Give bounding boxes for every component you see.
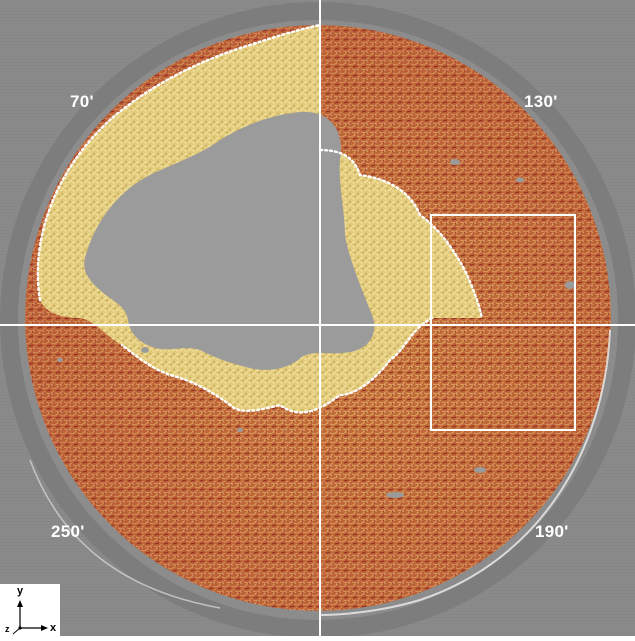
- axis-label-y: y: [17, 585, 24, 597]
- axis-indicator: y x z: [0, 584, 60, 636]
- axis-arrows-icon: [12, 600, 48, 635]
- axis-label-x: x: [50, 622, 57, 634]
- pore-cluster: [57, 159, 575, 498]
- inset-region-box: [430, 214, 576, 431]
- quadrant-label-190: 190': [535, 522, 569, 541]
- specimen-rim: [319, 329, 611, 616]
- region-boundary-dotted: [36, 23, 484, 414]
- inner-gray-core: [84, 111, 375, 370]
- quadrant-label-250: 250': [51, 522, 85, 541]
- quadrant-label-70: 70': [70, 92, 94, 111]
- quadrant-label-130: 130': [524, 92, 558, 111]
- axis-label-z: z: [5, 624, 10, 634]
